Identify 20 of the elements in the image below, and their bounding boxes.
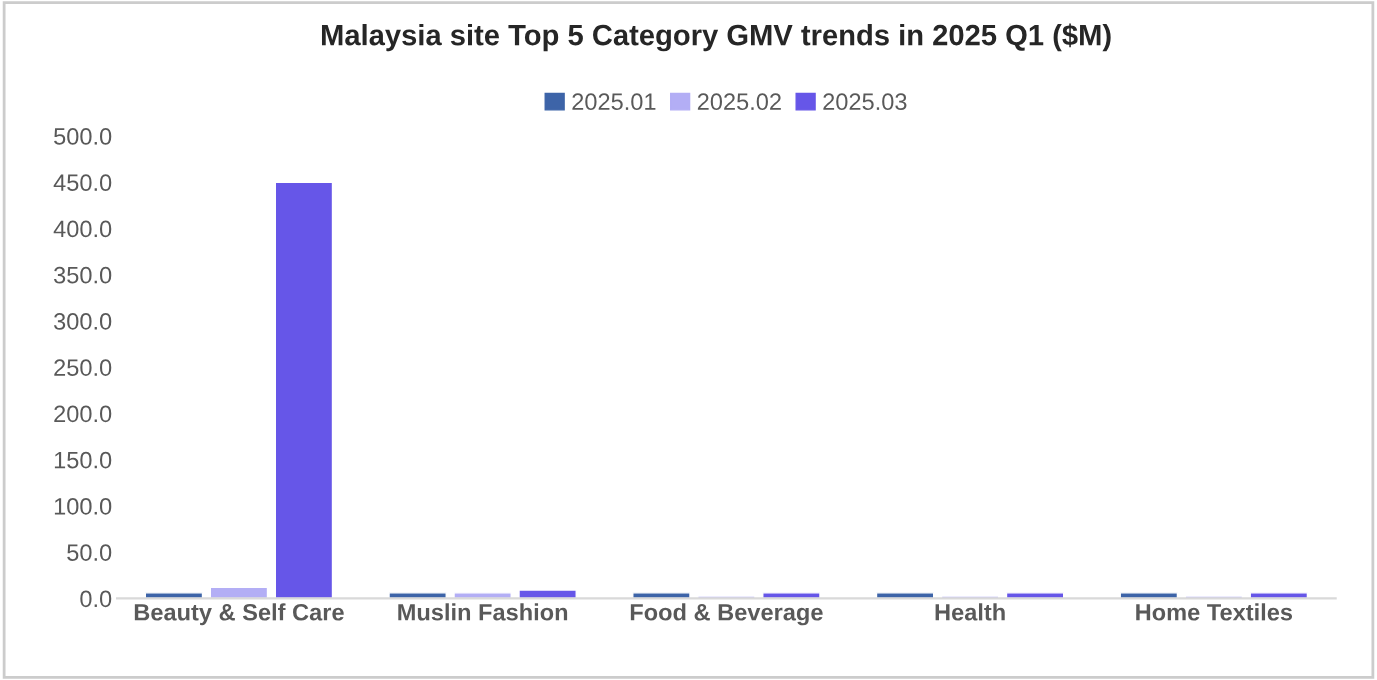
x-tick-label: Food & Beverage [630,603,823,626]
y-tick-label: 100.0 [54,497,112,515]
y-tick-label: 50.0 [67,544,112,561]
y-tick-label: 300.0 [54,313,112,330]
x-tick-label: Muslin Fashion [398,603,568,621]
y-tick-label: 450.0 [53,174,112,192]
y-tick-label: 200.0 [54,405,112,423]
x-tick-label: Home Textiles [1136,603,1293,621]
y-tick-label: 400.0 [53,220,112,238]
y-tick-label: 150.0 [54,451,112,469]
y-tick-label: 0.0 [80,590,112,608]
legend-label: 2025.03 [823,93,907,111]
x-tick-label: Beauty & Self Care [134,603,344,626]
legend-label: 2025.02 [697,93,781,111]
y-tick-label: 250.0 [54,359,112,376]
y-tick-label: 350.0 [54,266,112,284]
x-tick-label: Health [935,603,1005,621]
y-tick-label: 500.0 [54,128,112,145]
legend-label: 2025.01 [572,93,656,111]
chart-title: Malaysia site Top 5 Category GMV trends in 2025 Q1 ($M) [321,23,1111,52]
